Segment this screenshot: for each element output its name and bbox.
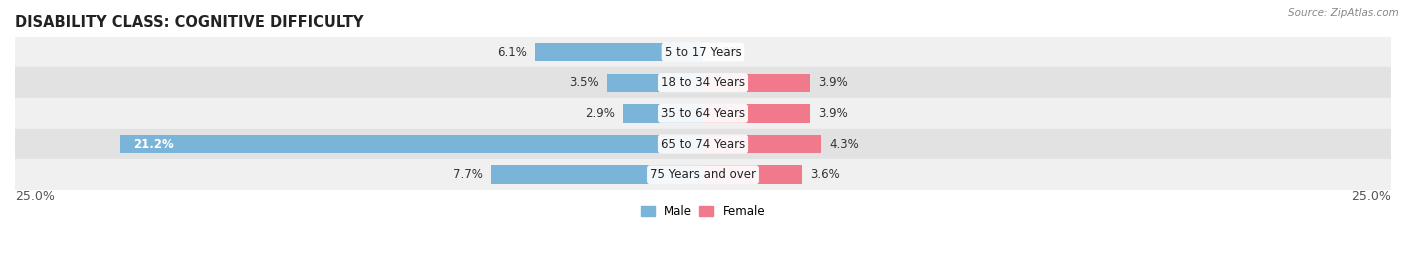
Text: 25.0%: 25.0%	[1351, 190, 1391, 203]
Text: 3.9%: 3.9%	[818, 107, 848, 120]
Text: 0.0%: 0.0%	[711, 46, 741, 59]
Bar	[623, 104, 703, 123]
Bar	[15, 98, 1391, 129]
Text: 4.3%: 4.3%	[830, 137, 859, 151]
Legend: Male, Female: Male, Female	[636, 200, 770, 222]
Text: 21.2%: 21.2%	[134, 137, 174, 151]
Bar	[15, 37, 1391, 68]
Text: 65 to 74 Years: 65 to 74 Years	[661, 137, 745, 151]
Bar	[703, 104, 810, 123]
Text: 18 to 34 Years: 18 to 34 Years	[661, 76, 745, 89]
Bar	[15, 129, 1391, 159]
Bar	[15, 68, 1391, 98]
Text: Source: ZipAtlas.com: Source: ZipAtlas.com	[1288, 8, 1399, 18]
Bar	[703, 73, 810, 92]
Text: 7.7%: 7.7%	[453, 168, 482, 181]
Bar	[15, 159, 1391, 190]
Text: 35 to 64 Years: 35 to 64 Years	[661, 107, 745, 120]
Text: 3.9%: 3.9%	[818, 76, 848, 89]
Bar	[491, 166, 703, 184]
Text: 5 to 17 Years: 5 to 17 Years	[665, 46, 741, 59]
Text: 3.6%: 3.6%	[810, 168, 839, 181]
Bar	[703, 166, 801, 184]
Bar	[536, 43, 703, 61]
Bar	[703, 135, 821, 153]
Bar	[120, 135, 703, 153]
Text: 6.1%: 6.1%	[496, 46, 527, 59]
Text: 25.0%: 25.0%	[15, 190, 55, 203]
Text: 3.5%: 3.5%	[569, 76, 599, 89]
Text: 75 Years and over: 75 Years and over	[650, 168, 756, 181]
Text: DISABILITY CLASS: COGNITIVE DIFFICULTY: DISABILITY CLASS: COGNITIVE DIFFICULTY	[15, 15, 364, 30]
Bar	[606, 73, 703, 92]
Text: 2.9%: 2.9%	[585, 107, 614, 120]
